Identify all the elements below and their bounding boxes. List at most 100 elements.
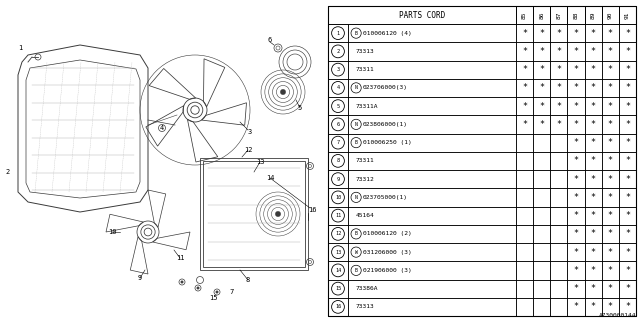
Text: *: * <box>591 193 596 202</box>
Text: 73311: 73311 <box>356 67 375 72</box>
Text: *: * <box>591 65 596 74</box>
Bar <box>516 6 533 24</box>
Bar <box>602 170 619 188</box>
Bar <box>348 261 516 279</box>
Text: *: * <box>540 102 544 111</box>
Bar <box>619 298 636 316</box>
Bar <box>568 225 584 243</box>
Bar <box>568 97 584 115</box>
Text: 8: 8 <box>337 158 340 164</box>
Text: *: * <box>556 120 561 129</box>
Bar <box>203 161 305 267</box>
Text: *: * <box>608 193 612 202</box>
Text: *: * <box>625 138 630 147</box>
Bar <box>516 170 533 188</box>
Bar <box>602 225 619 243</box>
Bar <box>348 152 516 170</box>
Text: A730000144: A730000144 <box>598 313 636 318</box>
Text: N: N <box>355 195 358 200</box>
Bar <box>584 225 602 243</box>
Bar <box>619 206 636 225</box>
Text: W: W <box>355 250 358 255</box>
Text: *: * <box>573 302 579 311</box>
Text: *: * <box>540 120 544 129</box>
Text: *: * <box>573 229 579 238</box>
Text: *: * <box>573 65 579 74</box>
Text: *: * <box>522 84 527 92</box>
Bar <box>619 152 636 170</box>
Bar <box>328 6 516 24</box>
Text: *: * <box>608 47 612 56</box>
Bar <box>584 279 602 298</box>
Bar <box>516 243 533 261</box>
Bar <box>516 206 533 225</box>
Bar <box>348 206 516 225</box>
Circle shape <box>275 212 280 217</box>
Bar <box>348 115 516 133</box>
Text: B: B <box>355 268 358 273</box>
Text: 15: 15 <box>335 286 341 291</box>
Text: 021906000 (3): 021906000 (3) <box>363 268 412 273</box>
Bar <box>568 170 584 188</box>
Bar <box>550 188 568 206</box>
Bar <box>328 225 348 243</box>
Bar <box>348 42 516 60</box>
Text: *: * <box>591 84 596 92</box>
Text: *: * <box>540 47 544 56</box>
Bar <box>533 42 550 60</box>
Bar <box>602 97 619 115</box>
Text: *: * <box>591 284 596 293</box>
Text: *: * <box>573 102 579 111</box>
Text: *: * <box>591 302 596 311</box>
Bar <box>348 170 516 188</box>
Text: *: * <box>591 120 596 129</box>
Bar <box>328 79 348 97</box>
Text: 85: 85 <box>522 11 527 19</box>
Bar <box>328 152 348 170</box>
Bar <box>516 60 533 79</box>
Text: *: * <box>625 302 630 311</box>
Text: 9: 9 <box>337 177 340 182</box>
Bar <box>619 279 636 298</box>
Bar <box>584 170 602 188</box>
Text: 023806000(1): 023806000(1) <box>363 122 408 127</box>
Bar <box>348 298 516 316</box>
Text: *: * <box>625 84 630 92</box>
Bar <box>328 279 348 298</box>
Bar <box>550 279 568 298</box>
Bar <box>584 79 602 97</box>
Text: *: * <box>591 47 596 56</box>
Bar <box>533 225 550 243</box>
Text: *: * <box>540 84 544 92</box>
Bar <box>550 60 568 79</box>
Text: *: * <box>625 47 630 56</box>
Circle shape <box>197 287 199 289</box>
Text: 11: 11 <box>335 213 341 218</box>
Text: *: * <box>522 65 527 74</box>
Bar <box>533 60 550 79</box>
Text: *: * <box>625 102 630 111</box>
Bar <box>584 97 602 115</box>
Text: *: * <box>591 211 596 220</box>
Text: 14: 14 <box>335 268 341 273</box>
Bar <box>619 261 636 279</box>
Text: 91: 91 <box>625 11 630 19</box>
Bar <box>328 42 348 60</box>
Text: *: * <box>573 193 579 202</box>
Bar <box>533 115 550 133</box>
Text: *: * <box>522 28 527 38</box>
Text: *: * <box>573 248 579 257</box>
Bar <box>619 42 636 60</box>
Text: B: B <box>355 31 358 36</box>
Bar <box>550 152 568 170</box>
Text: *: * <box>573 175 579 184</box>
Bar <box>550 6 568 24</box>
Bar <box>516 133 533 152</box>
Bar <box>568 133 584 152</box>
Bar <box>533 298 550 316</box>
Text: 6: 6 <box>268 37 272 43</box>
Text: *: * <box>573 28 579 38</box>
Text: *: * <box>540 65 544 74</box>
Text: *: * <box>573 47 579 56</box>
Bar <box>568 279 584 298</box>
